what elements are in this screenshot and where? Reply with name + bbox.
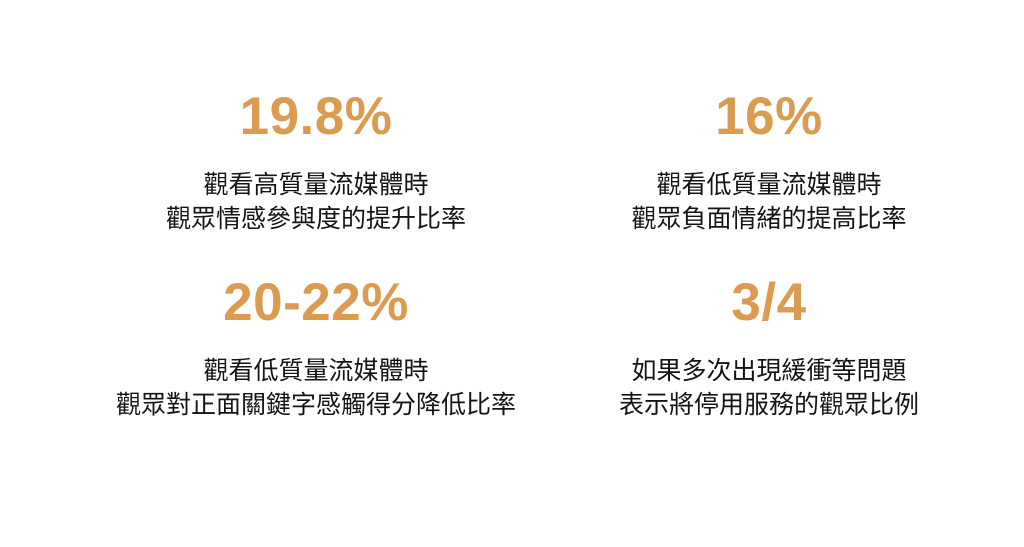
stat-value: 19.8% [239,87,393,146]
stat-card-emotional-engagement: 19.8% 觀看高質量流媒體時 觀眾情感參與度的提升比率 [90,86,542,236]
stat-value: 20-22% [223,273,409,332]
stat-description-line1: 觀看高質量流媒體時 [203,171,429,199]
stat-description: 觀看低質量流媒體時 觀眾負面情緒的提高比率 [543,168,995,236]
stat-description-line1: 觀看低質量流媒體時 [203,357,429,385]
stat-description-line1: 如果多次出現緩衝等問題 [631,357,907,385]
stat-description-line2: 觀眾負面情緒的提高比率 [631,205,907,233]
stat-card-positive-keyword-decrease: 20-22% 觀看低質量流媒體時 觀眾對正面關鍵字感觸得分降低比率 [90,272,542,422]
stat-card-negative-emotion: 16% 觀看低質量流媒體時 觀眾負面情緒的提高比率 [543,86,995,236]
stat-description: 觀看高質量流媒體時 觀眾情感參與度的提升比率 [90,168,542,236]
stat-description-line2: 觀眾對正面關鍵字感觸得分降低比率 [115,391,516,419]
stat-description: 如果多次出現緩衝等問題 表示將停用服務的觀眾比例 [543,354,995,422]
stat-description-line1: 觀看低質量流媒體時 [656,171,882,199]
stat-value: 3/4 [731,273,807,332]
stat-card-service-abandonment: 3/4 如果多次出現緩衝等問題 表示將停用服務的觀眾比例 [543,272,995,422]
stat-value: 16% [715,87,823,146]
stat-description-line2: 表示將停用服務的觀眾比例 [618,391,919,419]
stat-description: 觀看低質量流媒體時 觀眾對正面關鍵字感觸得分降低比率 [90,354,542,422]
stat-description-line2: 觀眾情感參與度的提升比率 [165,205,466,233]
